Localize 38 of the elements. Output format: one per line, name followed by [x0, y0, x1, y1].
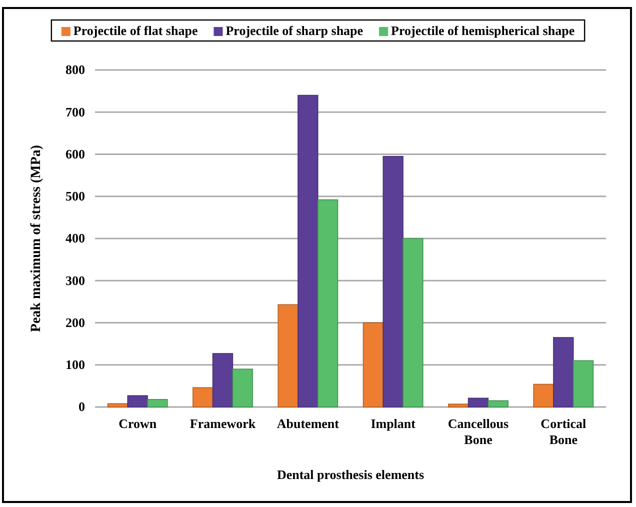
y-axis-title: Peak maximum of stress (MPa) — [29, 144, 44, 332]
legend-label: Projectile of hemispherical shape — [391, 23, 575, 38]
y-tick-label: 700 — [66, 104, 85, 120]
x-tick-label: Implant — [370, 416, 416, 432]
bar — [533, 384, 554, 408]
bar — [317, 199, 338, 408]
bar — [448, 404, 469, 408]
bar — [212, 353, 234, 408]
bar — [382, 156, 404, 408]
bar — [107, 403, 128, 408]
bar — [488, 400, 508, 408]
x-tick-label: Cortical Bone — [540, 416, 587, 447]
y-tick-label: 300 — [66, 272, 85, 288]
bar — [192, 387, 214, 408]
bar — [468, 398, 489, 408]
bar — [147, 399, 168, 408]
bar — [278, 304, 298, 408]
x-tick-label: Crown — [118, 416, 158, 432]
x-tick-label: Abutement — [276, 416, 340, 432]
bar — [298, 94, 318, 408]
bar — [553, 337, 574, 408]
legend-label: Projectile of flat shape — [73, 23, 198, 38]
x-tick-label: Framework — [190, 416, 256, 432]
y-tick-label: 200 — [66, 314, 85, 330]
bar — [127, 395, 148, 408]
bar — [232, 368, 253, 408]
bar — [402, 238, 424, 408]
legend-label: Projectile of sharp shape — [226, 23, 364, 38]
bar — [362, 322, 384, 408]
y-tick-label: 100 — [66, 357, 85, 372]
y-tick-label: 500 — [66, 188, 85, 204]
y-tick-label: 400 — [66, 230, 85, 246]
x-axis-title: Dental prosthesis elements — [276, 467, 424, 482]
bar — [572, 360, 594, 408]
x-tick-label: Cancellous Bone — [448, 416, 509, 447]
y-tick-label: 800 — [66, 62, 85, 78]
y-tick-label: 600 — [66, 146, 85, 162]
y-tick-label: 0 — [78, 399, 85, 414]
